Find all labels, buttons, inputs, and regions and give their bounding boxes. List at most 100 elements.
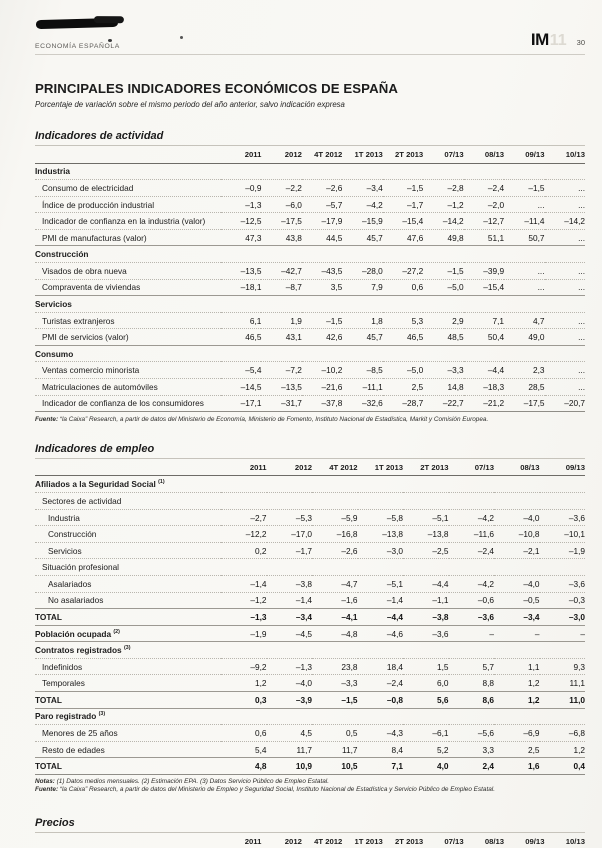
table-row: Afiliados a la Seguridad Social (1) [35, 475, 585, 493]
column-header: 08/13 [494, 458, 540, 477]
cell: –1,5 [301, 311, 343, 329]
row-label: Industria [35, 508, 221, 526]
cell: 0,5 [312, 724, 358, 742]
cell: –28,0 [342, 261, 383, 280]
cell: –11,1 [342, 378, 383, 396]
cell: –0,8 [357, 690, 403, 709]
cell: –12,7 [463, 212, 505, 230]
cell: ... [544, 361, 585, 379]
cell: –5,0 [382, 361, 424, 379]
row-label: Ventas comercio minorista [35, 361, 221, 379]
cell: –6,8 [539, 724, 585, 742]
cell: –18,3 [463, 378, 505, 396]
source-text: “la Caixa” Research, a partir de datos d… [59, 415, 489, 423]
row-label: Asalariados [35, 574, 221, 592]
row-label: Sectores de actividad [35, 492, 585, 510]
cell: –10,1 [539, 525, 585, 543]
cell: –3,8 [403, 608, 449, 626]
cell: –20,7 [544, 394, 585, 412]
cell: –4,6 [357, 624, 403, 642]
table-row: Visados de obra nueva –13,5 –42,7 –43,5 –28,… [35, 261, 585, 280]
table-row: Situación profesional [35, 558, 585, 576]
table-row: Compraventa de viviendas –18,1 –8,7 3,5 7,9 0… [35, 278, 585, 296]
cell: –1,4 [266, 591, 312, 609]
cell: –28,7 [382, 394, 424, 412]
cell: –16,8 [312, 525, 358, 543]
cell: 1,8 [342, 311, 383, 329]
cell: –3,4 [342, 179, 383, 197]
cell: ... [544, 195, 585, 213]
row-label: Construcción [35, 245, 585, 263]
cell: 7,1 [463, 311, 505, 329]
table-row: Menores de 25 años 0,6 4,5 0,5 –4,3 –6,1 –5,6–… [35, 724, 585, 742]
cell: –0,3 [539, 591, 585, 609]
cell: –3,3 [312, 674, 358, 692]
cell: –8,5 [342, 361, 383, 379]
source-label: Fuente: [35, 786, 59, 794]
im-report-logo: IM 11 30 [531, 30, 585, 50]
cell: – [448, 624, 494, 642]
table-row: Construcción [35, 245, 585, 263]
cell: 11,7 [312, 740, 358, 758]
cell: –17,5 [261, 212, 302, 230]
scan-dot-artifact [108, 39, 112, 42]
column-header-spacer [35, 832, 221, 848]
cell: –1,5 [504, 179, 545, 197]
cell: 6,0 [403, 674, 449, 692]
row-label: Turistas extranjeros [35, 311, 221, 329]
row-label: Índice de producción industrial [35, 195, 221, 213]
cell: –3,6 [539, 574, 585, 592]
column-header: 2T 2013 [382, 145, 424, 164]
cell: 4,8 [221, 757, 267, 775]
cell: 50,7 [504, 228, 545, 246]
column-header: 07/13 [423, 832, 464, 848]
cell: –3,6 [539, 508, 585, 526]
table-row: Asalariados –1,4 –3,8 –4,7 –5,1 –4,4 –4,2 –4,0–… [35, 574, 585, 592]
cell: –22,7 [423, 394, 464, 412]
cell: –31,7 [261, 394, 302, 412]
source-text: “la Caixa” Research, a partir de datos d… [59, 786, 495, 794]
cell: –13,5 [261, 378, 302, 396]
cell: ... [544, 228, 585, 246]
column-header: 10/13 [544, 832, 585, 848]
employment-section-heading: Indicadores de empleo [35, 442, 155, 455]
table-row: Construcción –12,2 –17,0 –16,8 –13,8 –13,8 –11… [35, 525, 585, 543]
cell: ... [544, 179, 585, 197]
table-row: Indicador de confianza de los consumidor… [35, 394, 585, 412]
column-header-spacer [35, 145, 221, 164]
cell: –32,6 [342, 394, 383, 412]
activity-table-container: 2011 2012 4T 2012 1T 2013 2T 2013 07/13 08/13 0… [35, 145, 585, 413]
employment-table-container: 2011 2012 4T 2012 1T 2013 2T 2013 07/13 08/13 0… [35, 457, 585, 775]
im-logo-number: 11 [549, 32, 567, 49]
cell: –1,7 [382, 195, 424, 213]
cell: ... [544, 311, 585, 329]
row-label: Indefinidos [35, 657, 221, 675]
cell: –17,5 [504, 394, 545, 412]
column-header: 09/13 [539, 458, 585, 477]
cell: –5,6 [448, 724, 494, 742]
column-header: 2T 2013 [403, 458, 449, 477]
page-header: ECONOMÍA ESPAÑOLA IM 11 30 [35, 30, 585, 55]
table-row: Población ocupada (2) –1,9 –4,5 –4,8 –4,6 –3,… [35, 624, 585, 642]
cell: –1,5 [382, 179, 424, 197]
cell: 43,1 [261, 328, 302, 346]
cell: –1,4 [221, 574, 267, 592]
cell: 49,8 [423, 228, 464, 246]
column-header: 1T 2013 [357, 458, 403, 477]
report-section-name: ECONOMÍA ESPAÑOLA [35, 43, 120, 50]
cell: –8,7 [261, 278, 302, 296]
cell: –4,4 [463, 361, 505, 379]
cell: 3,5 [301, 278, 343, 296]
row-label: Servicios [35, 541, 221, 559]
cell: –21,2 [463, 394, 505, 412]
cell: –27,2 [382, 261, 424, 280]
cell: 51,1 [463, 228, 505, 246]
table-row: Ventas comercio minorista –5,4 –7,2 –10,2 –8… [35, 361, 585, 379]
cell: 18,4 [357, 657, 403, 675]
cell: –3,8 [266, 574, 312, 592]
cell: 8,4 [357, 740, 403, 758]
cell: –2,4 [448, 541, 494, 559]
cell: –21,6 [301, 378, 343, 396]
column-header: 2012 [261, 832, 302, 848]
cell: –18,1 [221, 278, 262, 296]
